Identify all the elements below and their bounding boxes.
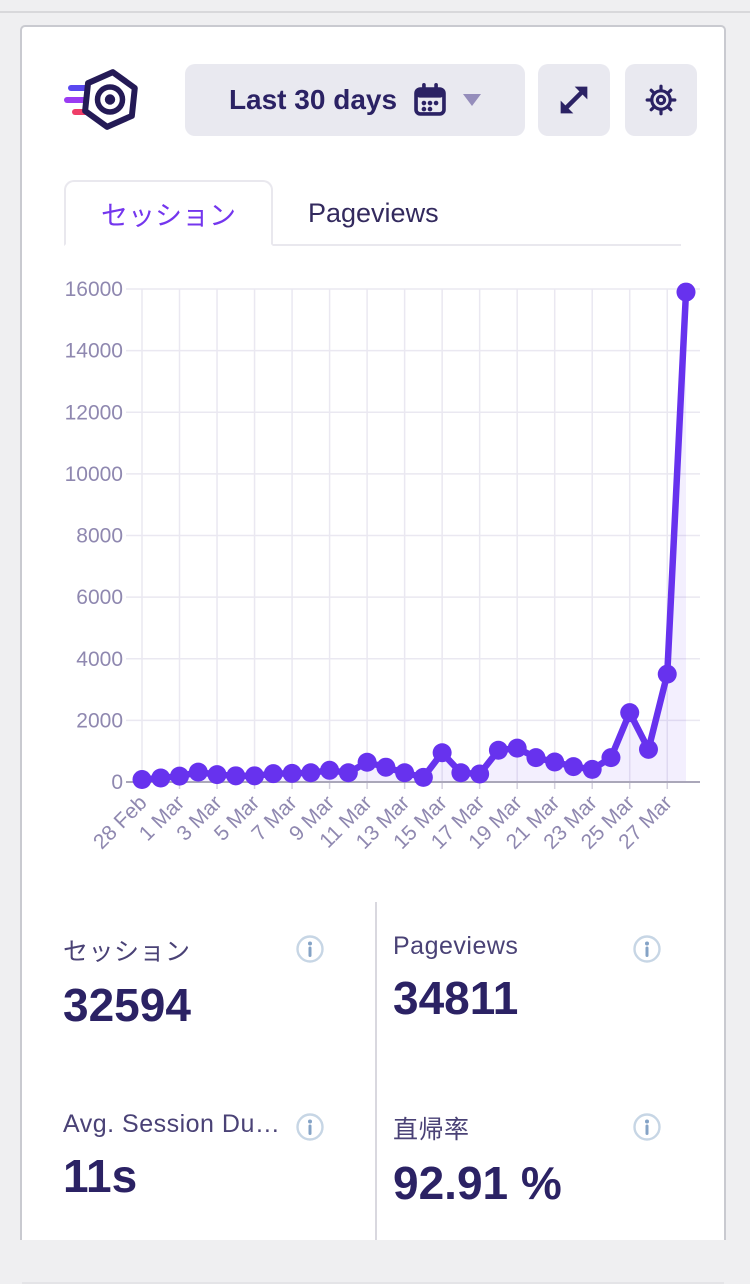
info-icon[interactable] xyxy=(295,1112,325,1142)
data-point xyxy=(226,766,246,786)
data-point xyxy=(413,767,433,787)
stat-pageviews-value: 34811 xyxy=(393,972,519,1024)
stat-bounce-rate-label: 直帰率 xyxy=(393,1116,470,1144)
data-point xyxy=(338,763,358,783)
y-tick-label: 8000 xyxy=(76,525,123,548)
data-point xyxy=(357,752,377,772)
data-point xyxy=(470,764,490,784)
data-point xyxy=(526,748,546,768)
stat-avg-session-duration: Avg. Session Du… 11s xyxy=(22,1066,375,1240)
stat-pageviews-label: Pageviews xyxy=(393,932,519,960)
data-point xyxy=(657,664,677,684)
y-tick-label: 10000 xyxy=(65,463,123,486)
data-point xyxy=(376,757,396,777)
settings-button[interactable] xyxy=(625,64,697,136)
stat-sessions-label: セッション xyxy=(63,938,191,966)
data-point xyxy=(488,740,508,760)
expand-button[interactable] xyxy=(538,64,610,136)
data-point xyxy=(582,759,602,779)
data-point xyxy=(601,748,621,768)
data-point xyxy=(207,765,227,785)
stat-avg-session-duration-value: 11s xyxy=(63,1150,138,1202)
info-icon[interactable] xyxy=(632,934,662,964)
stats-summary: セッション 32594 Pageviews 34811 xyxy=(22,902,724,1240)
data-point xyxy=(620,703,640,723)
data-point xyxy=(282,763,302,783)
data-point xyxy=(263,764,283,784)
data-point xyxy=(245,766,265,786)
data-point xyxy=(320,760,340,780)
stat-bounce-rate: 直帰率 92.91 % xyxy=(375,1066,724,1240)
data-point xyxy=(395,763,415,783)
widget-header: Last 30 days xyxy=(64,63,697,137)
stat-sessions-value: 32594 xyxy=(63,979,191,1031)
page-top-divider xyxy=(0,11,750,13)
data-point xyxy=(301,763,321,783)
stat-sessions: セッション 32594 xyxy=(22,902,375,1066)
stat-pageviews: Pageviews 34811 xyxy=(375,902,724,1066)
y-tick-label: 4000 xyxy=(76,648,123,671)
chevron-down-icon xyxy=(463,94,482,106)
stat-avg-session-duration-label: Avg. Session Du… xyxy=(63,1110,281,1138)
info-icon[interactable] xyxy=(295,934,325,964)
data-point xyxy=(432,743,452,763)
y-tick-label: 16000 xyxy=(65,278,123,301)
metric-tabs: セッション Pageviews xyxy=(64,180,681,246)
data-point xyxy=(151,768,171,788)
data-point xyxy=(188,762,208,782)
data-point xyxy=(676,282,696,302)
y-tick-label: 2000 xyxy=(76,709,123,732)
data-point xyxy=(451,763,471,783)
tab-sessions[interactable]: セッション xyxy=(64,180,273,246)
sessions-line-chart: 020004000600080001000012000140001600028 … xyxy=(65,278,700,854)
data-point xyxy=(507,738,527,758)
series-area xyxy=(142,292,686,782)
info-icon[interactable] xyxy=(632,1112,662,1142)
stat-bounce-rate-value: 92.91 % xyxy=(393,1157,562,1209)
analytics-widget-card: Last 30 days xyxy=(20,25,726,1284)
tab-pageviews[interactable]: Pageviews xyxy=(273,180,474,246)
date-range-label: Last 30 days xyxy=(228,84,398,115)
y-tick-label: 12000 xyxy=(65,401,123,424)
date-range-button[interactable]: Last 30 days xyxy=(185,64,525,136)
expand-arrows-icon xyxy=(560,86,588,114)
data-point xyxy=(132,770,152,790)
data-point xyxy=(638,739,658,759)
y-tick-label: 0 xyxy=(111,771,123,794)
gear-icon xyxy=(645,84,677,116)
burst-statistics-logo-icon xyxy=(64,69,138,130)
data-point xyxy=(545,752,565,772)
data-point xyxy=(563,757,583,777)
y-tick-label: 6000 xyxy=(76,586,123,609)
y-tick-label: 14000 xyxy=(65,340,123,363)
calendar-icon xyxy=(414,83,446,116)
data-point xyxy=(170,766,190,786)
